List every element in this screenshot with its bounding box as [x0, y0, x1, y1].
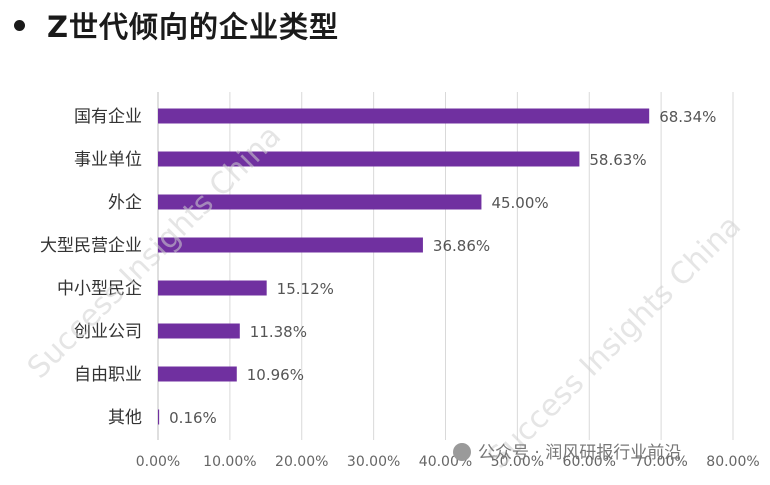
category-label: 大型民营企业 — [40, 236, 142, 256]
x-tick-label: 70.00% — [634, 454, 687, 470]
data-label: 58.63% — [589, 151, 646, 169]
data-label: 11.38% — [250, 323, 307, 341]
data-label: 10.96% — [247, 366, 304, 384]
x-tick-label: 10.00% — [203, 454, 256, 470]
wechat-account-label: 公众号 · 润风研报行业前沿 — [478, 443, 681, 463]
bar — [158, 280, 267, 296]
data-label: 36.86% — [433, 237, 490, 255]
x-tick-label: 0.00% — [136, 454, 180, 470]
x-tick-label: 80.00% — [706, 454, 759, 470]
category-label: 中小型民企 — [57, 279, 142, 299]
data-label: 15.12% — [277, 280, 334, 298]
x-tick-label: 30.00% — [347, 454, 400, 470]
data-label: 68.34% — [659, 108, 716, 126]
bar — [158, 151, 580, 167]
bullet-icon — [14, 19, 25, 31]
category-label: 自由职业 — [74, 365, 142, 385]
x-tick-label: 60.00% — [563, 454, 616, 470]
category-label: 国有企业 — [74, 107, 142, 127]
bar — [158, 108, 650, 124]
category-label: 创业公司 — [74, 322, 142, 342]
category-label: 外企 — [108, 193, 142, 213]
watermark-text: Success Insights China — [481, 209, 748, 476]
section-heading: Z世代倾向的企业类型 — [14, 2, 339, 48]
bar — [158, 366, 237, 382]
wechat-icon — [453, 443, 471, 461]
bar — [158, 237, 423, 253]
x-tick-label: 50.00% — [491, 454, 544, 470]
bar — [158, 194, 482, 210]
bar — [158, 323, 240, 339]
bar — [158, 409, 160, 425]
category-label: 事业单位 — [74, 150, 142, 170]
x-tick-label: 20.00% — [275, 454, 328, 470]
data-label: 0.16% — [169, 409, 217, 427]
data-label: 45.00% — [491, 194, 548, 212]
category-label: 其他 — [108, 408, 142, 428]
chart-title: Z世代倾向的企业类型 — [47, 10, 340, 44]
